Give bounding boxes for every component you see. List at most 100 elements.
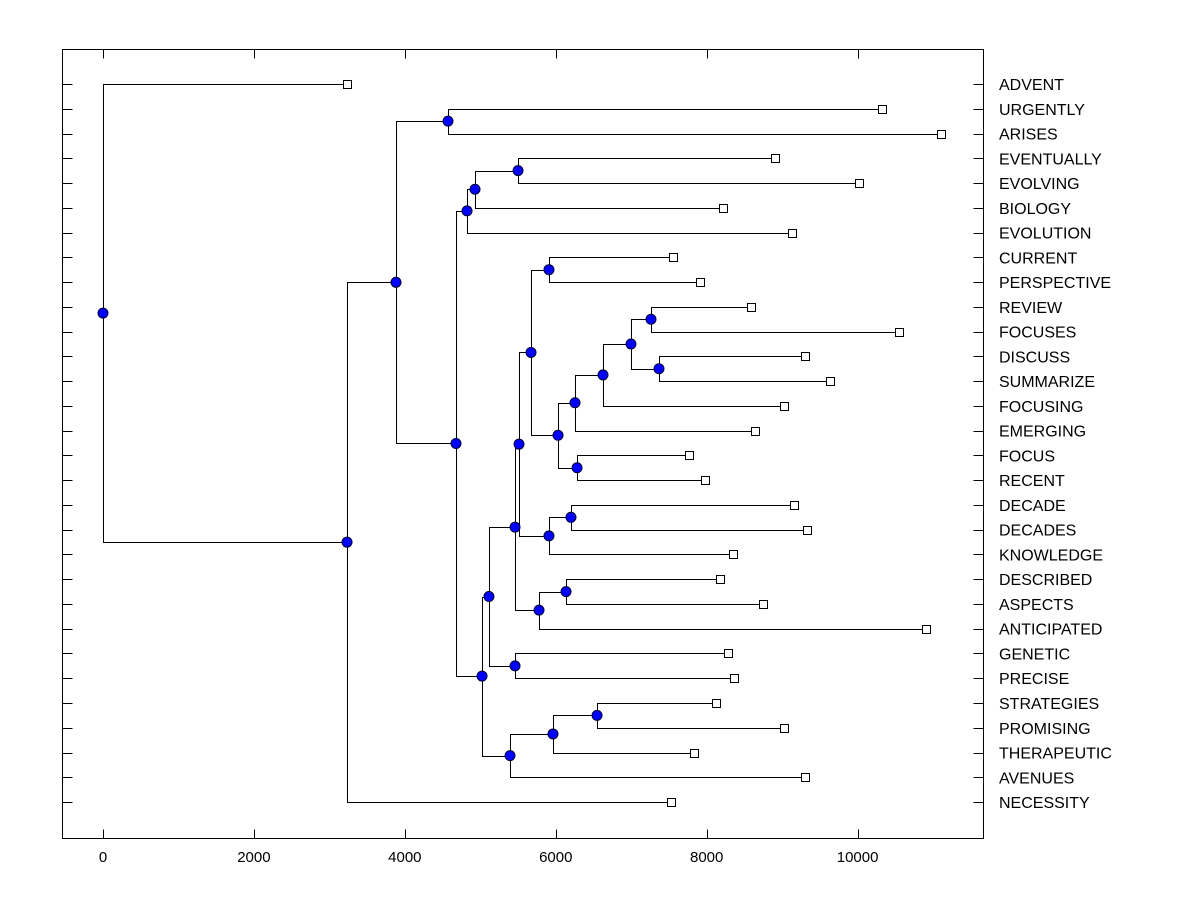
cluster-node [513, 438, 525, 450]
branch-line [482, 597, 489, 677]
branch-line [631, 319, 651, 345]
branch-line [549, 536, 734, 555]
leaf-label: DECADE [999, 498, 1066, 515]
branch-line [103, 313, 348, 543]
branch-line [539, 610, 926, 630]
cluster-node [390, 276, 402, 288]
branch-line [396, 121, 449, 283]
leaf-label: SUMMARIZE [999, 374, 1095, 391]
cluster-node [97, 307, 109, 319]
cluster-node [565, 511, 577, 523]
leaf-label: FOCUSING [999, 399, 1083, 416]
branch-line [597, 715, 785, 729]
leaf-label: NECESSITY [999, 795, 1090, 812]
leaf-label: DECADES [999, 523, 1076, 540]
leaf-label: PERSPECTIVE [999, 275, 1111, 292]
branch-line [558, 435, 578, 469]
branch-line [659, 369, 830, 382]
branch-line [539, 592, 567, 611]
cluster-node [476, 670, 488, 682]
cluster-node [512, 165, 524, 177]
leaf-marker [701, 476, 710, 485]
leaf-label: REVIEW [999, 300, 1063, 317]
cluster-node [543, 264, 555, 276]
leaf-marker [803, 526, 812, 535]
cluster-node [483, 591, 495, 603]
leaf-marker [719, 204, 728, 213]
leaf-marker [788, 229, 797, 238]
leaf-label: AVENUES [999, 770, 1074, 787]
branch-line [510, 756, 806, 778]
branch-line [489, 527, 516, 598]
x-tick-label: 6000 [539, 849, 572, 866]
leaf-marker [771, 154, 780, 163]
branch-line [448, 121, 941, 135]
cluster-node [341, 536, 353, 548]
cluster-node [571, 462, 583, 474]
branch-line [515, 527, 540, 611]
x-tick-label: 2000 [237, 849, 270, 866]
leaf-label: PRECISE [999, 671, 1069, 688]
leaf-label: THERAPEUTIC [999, 746, 1112, 763]
branch-line [515, 653, 729, 667]
branch-line [518, 171, 859, 184]
branch-line [659, 356, 806, 370]
branch-line [515, 444, 520, 528]
branch-line [575, 375, 603, 404]
branch-line [651, 307, 751, 320]
branch-line [482, 676, 511, 757]
branch-line [577, 455, 690, 469]
leaf-label: ARISES [999, 127, 1058, 144]
branch-line [603, 344, 631, 376]
x-tick-label: 4000 [388, 849, 421, 866]
leaf-markers [343, 80, 946, 807]
leaf-marker [730, 674, 739, 683]
cluster-node [509, 660, 521, 672]
branch-line [456, 443, 483, 677]
branch-line [396, 282, 457, 444]
leaf-label: FOCUS [999, 448, 1055, 465]
cluster-node [533, 604, 545, 616]
leaf-label: FOCUSES [999, 325, 1076, 342]
x-tick-label: 0 [99, 849, 107, 866]
cluster-node [569, 397, 581, 409]
leaf-label: DISCUSS [999, 349, 1070, 366]
leaf-marker [855, 179, 864, 188]
leaf-marker [790, 501, 799, 510]
plot-frame [62, 49, 984, 839]
leaf-label: EMERGING [999, 424, 1086, 441]
branch-line [519, 444, 549, 537]
leaf-label: EVOLVING [999, 176, 1080, 193]
leaf-label: GENETIC [999, 646, 1070, 663]
cluster-node [543, 530, 555, 542]
leaf-marker [343, 80, 352, 89]
cluster-node [560, 586, 572, 598]
leaf-marker [724, 649, 733, 658]
leaf-marker [729, 550, 738, 559]
cluster-node [552, 429, 564, 441]
branch-line [475, 189, 723, 209]
leaf-marker [751, 427, 760, 436]
branch-line [549, 257, 674, 271]
leaf-label: PROMISING [999, 721, 1091, 738]
cluster-node [591, 709, 603, 721]
cluster-node [469, 183, 481, 195]
leaf-marker [878, 105, 887, 114]
branch-line [347, 542, 671, 803]
branch-line [631, 344, 659, 370]
branch-line [575, 403, 755, 432]
leaf-marker [747, 303, 756, 312]
cluster-node [509, 521, 521, 533]
leaf-marker [801, 773, 810, 782]
cluster-node [504, 750, 516, 762]
branch-line [603, 375, 785, 407]
leaf-label: EVENTUALLY [999, 151, 1102, 168]
leaf-marker [780, 402, 789, 411]
leaf-marker [669, 253, 678, 262]
branch-line [347, 282, 397, 543]
branch-line [577, 468, 706, 481]
cluster-node [645, 313, 657, 325]
branch-line [553, 715, 598, 735]
branch-line [549, 517, 572, 537]
leaf-label: EVOLUTION [999, 226, 1091, 243]
